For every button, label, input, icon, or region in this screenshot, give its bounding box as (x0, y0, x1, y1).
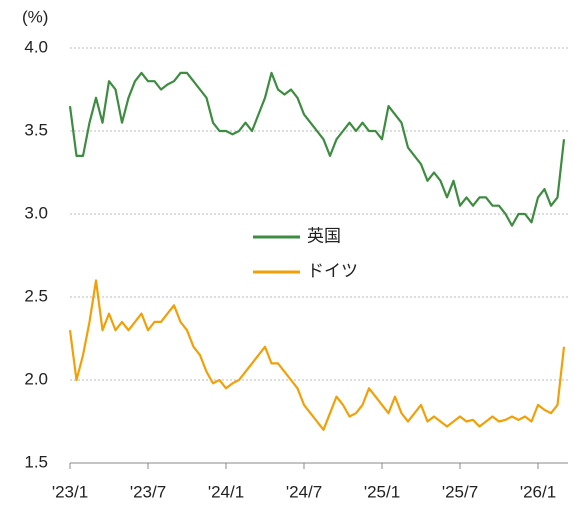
x-tick-label: '26/1 (520, 482, 556, 501)
x-tick-label: '25/1 (364, 482, 400, 501)
series-line (68, 71, 566, 227)
x-tick-label: '24/7 (286, 482, 322, 501)
y-tick-label: 4.0 (24, 37, 48, 56)
legend-label: 英国 (307, 226, 341, 245)
y-tick-label: 3.5 (24, 120, 48, 139)
x-tick-label: '25/7 (442, 482, 478, 501)
x-tick-label: '24/1 (208, 482, 244, 501)
y-tick-label: 3.0 (24, 203, 48, 222)
y-tick-label: 2.5 (24, 286, 48, 305)
unit-label: (%) (22, 7, 48, 26)
x-tick-label: '23/1 (52, 482, 88, 501)
y-tick-label: 2.0 (24, 369, 48, 388)
series-line (68, 279, 566, 431)
legend-label: ドイツ (307, 261, 358, 280)
y-tick-label: 1.5 (24, 452, 48, 471)
x-tick-label: '23/7 (130, 482, 166, 501)
